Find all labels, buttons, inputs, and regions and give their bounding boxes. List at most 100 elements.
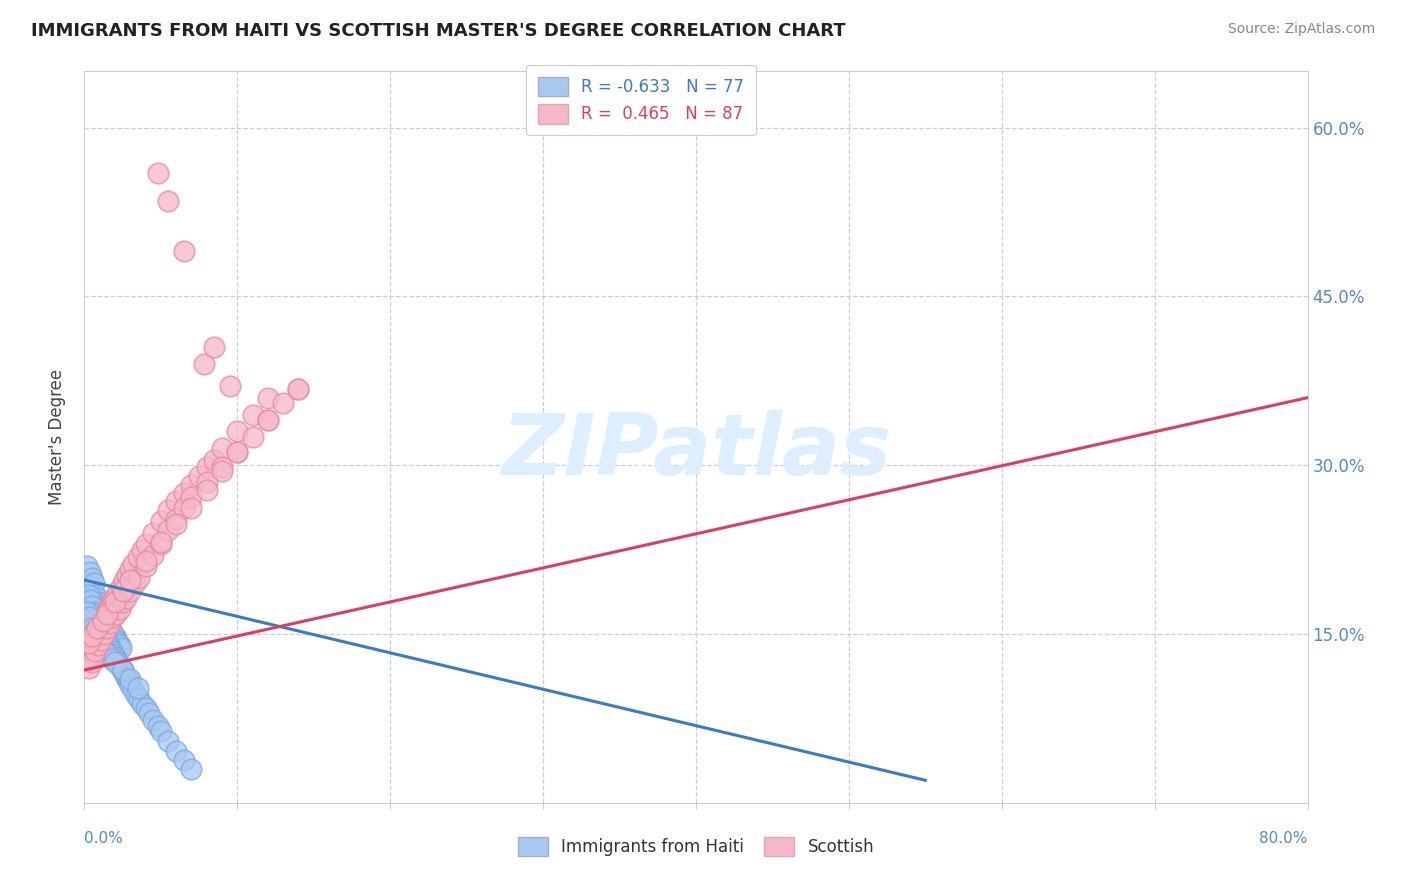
Point [103, 593, 125, 607]
Point [77, 576, 100, 591]
Point [94, 632, 117, 647]
Point [128, 692, 150, 706]
Point [97, 602, 120, 616]
Point [104, 595, 127, 609]
Point [257, 413, 280, 427]
Point [77, 636, 100, 650]
Point [77, 661, 100, 675]
Point [86, 621, 108, 635]
Point [96, 621, 118, 635]
Point [83, 647, 105, 661]
Point [96, 607, 118, 621]
Point [93, 610, 115, 624]
Text: Source: ZipAtlas.com: Source: ZipAtlas.com [1227, 22, 1375, 37]
Point [173, 244, 195, 259]
Point [112, 573, 135, 587]
Point [79, 565, 101, 579]
Point [98, 615, 121, 630]
Point [89, 636, 111, 650]
Point [242, 430, 264, 444]
Point [193, 357, 215, 371]
Point [105, 632, 128, 647]
Point [108, 638, 131, 652]
Point [98, 621, 121, 635]
Point [110, 640, 132, 655]
Point [83, 576, 105, 591]
Point [83, 624, 105, 639]
Point [108, 658, 131, 673]
Point [165, 512, 187, 526]
Point [105, 607, 128, 621]
Point [127, 681, 149, 695]
Point [115, 672, 138, 686]
Point [242, 408, 264, 422]
Point [195, 460, 218, 475]
Point [211, 460, 233, 475]
Point [91, 618, 114, 632]
Point [110, 661, 132, 675]
Point [287, 382, 309, 396]
Point [94, 614, 117, 628]
Text: 80.0%: 80.0% [1260, 831, 1308, 846]
Point [157, 524, 180, 538]
Point [107, 655, 129, 669]
Point [101, 624, 124, 639]
Point [101, 595, 124, 609]
Point [202, 452, 225, 467]
Point [90, 602, 112, 616]
Legend: Immigrants from Haiti, Scottish: Immigrants from Haiti, Scottish [506, 825, 886, 868]
Point [104, 649, 127, 664]
Point [180, 478, 202, 492]
Point [104, 629, 127, 643]
Point [146, 719, 169, 733]
Point [84, 638, 107, 652]
Point [86, 610, 108, 624]
Point [91, 614, 114, 628]
Point [114, 670, 136, 684]
Point [173, 753, 195, 767]
Point [149, 534, 172, 549]
Point [91, 640, 114, 655]
Point [149, 515, 172, 529]
Point [104, 590, 127, 604]
Point [202, 340, 225, 354]
Point [180, 500, 202, 515]
Point [86, 632, 108, 647]
Point [84, 644, 107, 658]
Point [91, 607, 114, 621]
Text: 0.0%: 0.0% [84, 831, 124, 846]
Point [226, 425, 249, 439]
Point [90, 621, 112, 635]
Point [107, 584, 129, 599]
Point [128, 571, 150, 585]
Point [173, 500, 195, 515]
Point [77, 588, 100, 602]
Point [271, 396, 294, 410]
Point [180, 490, 202, 504]
Point [97, 618, 120, 632]
Point [188, 469, 211, 483]
Point [142, 525, 165, 540]
Point [90, 632, 112, 647]
Point [79, 593, 101, 607]
Point [96, 636, 118, 650]
Point [93, 627, 115, 641]
Point [103, 610, 125, 624]
Point [111, 595, 134, 609]
Point [80, 629, 103, 643]
Point [135, 537, 157, 551]
Point [146, 166, 169, 180]
Point [165, 744, 187, 758]
Point [93, 615, 115, 630]
Point [114, 591, 136, 605]
Point [124, 576, 146, 591]
Point [79, 644, 101, 658]
Point [120, 678, 142, 692]
Point [112, 666, 135, 681]
Point [118, 674, 141, 689]
Point [142, 713, 165, 727]
Point [91, 627, 114, 641]
Point [96, 647, 118, 661]
Point [101, 652, 124, 666]
Point [87, 614, 110, 628]
